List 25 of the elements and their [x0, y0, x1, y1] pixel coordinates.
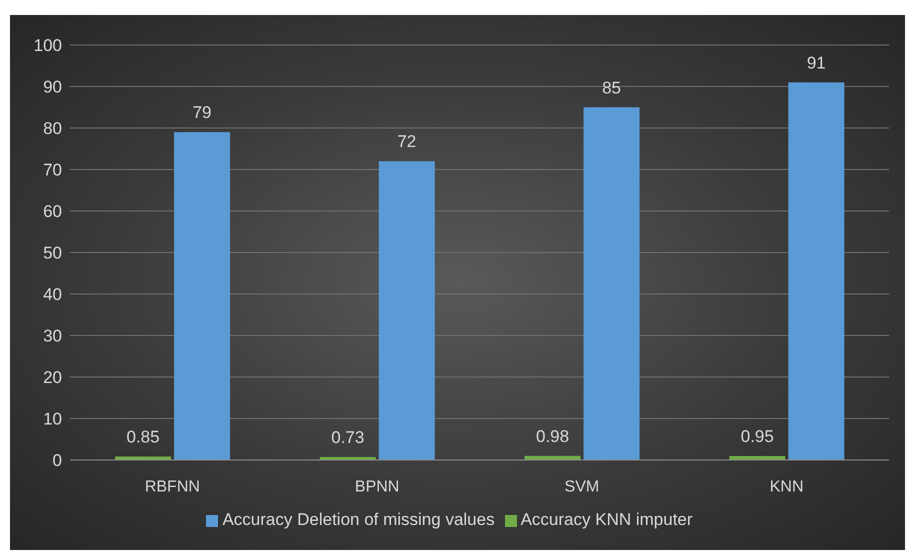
- y-tick-label: 30: [43, 326, 62, 346]
- x-tick-label: BPNN: [354, 478, 400, 496]
- x-tick-label: KNN: [770, 478, 804, 496]
- legend-label: Accuracy Deletion of missing values: [222, 510, 495, 529]
- data-label: 72: [397, 132, 416, 152]
- y-tick-label: 80: [43, 119, 62, 138]
- data-label: 0.73: [331, 428, 364, 447]
- x-tick-label: RBFNN: [144, 478, 200, 496]
- data-label: 0.95: [740, 427, 774, 446]
- data-label: 0.85: [126, 427, 160, 446]
- data-label: 0.98: [536, 426, 570, 446]
- x-tick-label: SVM: [564, 478, 600, 496]
- data-label: 79: [192, 103, 212, 122]
- y-tick-label: 40: [43, 285, 62, 304]
- y-tick-label: 60: [43, 202, 62, 222]
- y-tick-label: 10: [43, 410, 62, 429]
- y-tick-label: 100: [34, 36, 62, 56]
- y-tick-label: 0: [52, 451, 62, 470]
- y-tick-label: 70: [43, 160, 62, 180]
- data-label: 91: [806, 53, 826, 72]
- legend-label: Accuracy KNN imputer: [520, 510, 693, 529]
- y-tick-label: 20: [43, 368, 62, 388]
- data-label: 85: [602, 78, 622, 98]
- y-tick-label: 50: [43, 244, 62, 263]
- y-tick-label: 90: [43, 78, 62, 97]
